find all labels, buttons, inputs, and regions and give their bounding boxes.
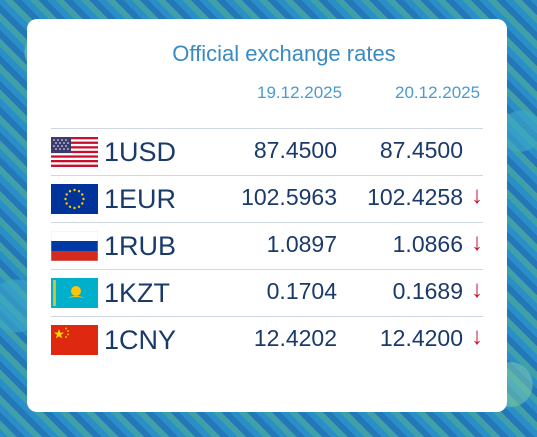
down-arrow-icon: ↓ — [471, 229, 483, 256]
rate-current: 87.4500 — [379, 137, 463, 163]
table-row: 1KZT 0.1704 0.1689 ↓ — [51, 269, 483, 316]
currency-code: 1KZT — [104, 278, 171, 308]
rate-current: 1.0866 — [392, 231, 463, 257]
cn-flag-icon — [51, 325, 98, 355]
rate-current: 0.1689 — [392, 278, 463, 304]
table-row: 1RUB 1.0897 1.0866 ↓ — [51, 222, 483, 269]
rate-current: 12.4200 — [379, 325, 463, 351]
rate-previous: 12.4202 — [253, 325, 337, 351]
date-header-previous: 19.12.2025 — [257, 83, 343, 102]
currency-code: 1EUR — [104, 184, 177, 214]
down-arrow-icon: ↓ — [471, 276, 483, 303]
rate-previous: 87.4500 — [253, 137, 337, 163]
ru-flag-icon — [51, 231, 98, 261]
rates-table: 1USD 87.4500 87.4500 1EUR 102.5963 — [51, 128, 483, 363]
card-title: Official exchange rates — [172, 41, 396, 66]
table-row: 1CNY 12.4202 12.4200 ↓ — [51, 316, 483, 363]
currency-code: 1CNY — [104, 325, 177, 355]
rate-previous: 102.5963 — [241, 184, 337, 210]
currency-code: 1USD — [104, 137, 177, 167]
down-arrow-icon: ↓ — [471, 182, 483, 209]
table-row: 1EUR 102.5963 102.4258 ↓ — [51, 175, 483, 222]
rate-current: 102.4258 — [367, 184, 463, 210]
eu-flag-icon — [51, 184, 98, 214]
kz-flag-icon — [51, 278, 98, 308]
currency-code: 1RUB — [104, 231, 177, 261]
us-flag-icon — [51, 137, 98, 167]
down-arrow-icon: ↓ — [471, 323, 483, 350]
rate-previous: 1.0897 — [266, 231, 337, 257]
table-row: 1USD 87.4500 87.4500 — [51, 128, 483, 175]
exchange-rates-card: Official exchange rates 19.12.2025 20.12… — [27, 19, 507, 412]
date-header-current: 20.12.2025 — [395, 83, 481, 102]
rate-previous: 0.1704 — [266, 278, 337, 304]
